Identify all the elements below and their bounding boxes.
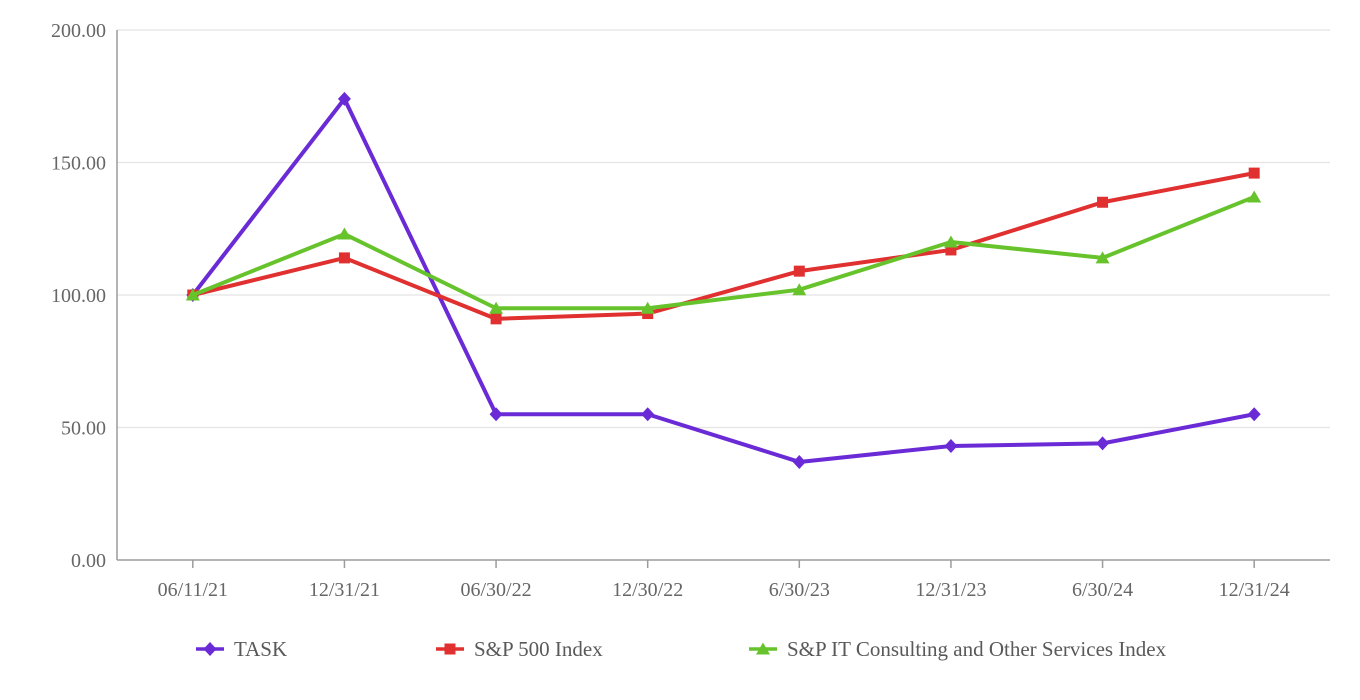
- x-axis-tick-label: 06/30/22: [461, 579, 532, 601]
- y-axis-tick-label: 200.00: [51, 20, 106, 42]
- sp-it-consulting-index-legend-marker: [749, 642, 777, 655]
- data-point-marker-s-p-500-index: [1248, 167, 1260, 179]
- series-line-s-p-500-index: [190, 171, 1257, 321]
- data-point-marker-s-p-it-consulting-and-other-services-index: [185, 288, 200, 301]
- data-point-marker-s-p-it-consulting-and-other-services-index: [1095, 251, 1110, 264]
- data-point-marker-s-p-500-index: [1097, 196, 1109, 208]
- data-point-marker-task: [792, 454, 806, 469]
- legend-item-task: TASK: [195, 633, 287, 665]
- data-point-marker-task: [1096, 436, 1110, 451]
- s-p-it-consulting-and-other-services-index-legend-triangle-icon: [756, 642, 770, 655]
- chart-legend: TASK S&P 500 Index S&P IT Consulting and…: [0, 633, 1360, 665]
- x-axis-tick-label: 12/31/24: [1219, 579, 1290, 601]
- data-point-marker-s-p-it-consulting-and-other-services-index: [1247, 190, 1262, 203]
- x-axis-tick-label: 12/31/21: [309, 579, 380, 601]
- data-point-marker-s-p-it-consulting-and-other-services-index: [337, 227, 352, 240]
- series-line-s-p-it-consulting-and-other-services-index: [190, 194, 1257, 311]
- y-axis-tick-label: 0.00: [71, 550, 106, 572]
- data-point-marker-s-p-it-consulting-and-other-services-index: [640, 301, 655, 314]
- y-axis-tick-label: 50.00: [61, 418, 106, 440]
- data-point-marker-s-p-500-index: [793, 265, 805, 277]
- x-axis-tick-label: 12/31/23: [915, 579, 986, 601]
- y-axis-tick-label: 100.00: [51, 285, 106, 307]
- s-p-500-index-legend-square-icon: [444, 643, 456, 655]
- data-point-marker-s-p-500-index: [338, 252, 350, 264]
- task-legend-marker: [196, 642, 224, 656]
- x-axis-tick-label: 6/30/23: [769, 579, 830, 601]
- x-axis-tick-label: 06/11/21: [158, 579, 228, 601]
- data-point-marker-task: [944, 439, 958, 454]
- x-axis-tick-label: 12/30/22: [612, 579, 683, 601]
- legend-label-sp-it-consulting-index: S&P IT Consulting and Other Services Ind…: [787, 636, 1167, 661]
- legend-item-sp-500-index: S&P 500 Index: [435, 633, 603, 665]
- x-axis-tick-label: 6/30/24: [1072, 579, 1133, 601]
- data-point-marker-task: [489, 407, 503, 422]
- task-legend-diamond-icon: [203, 642, 217, 656]
- data-point-marker-s-p-it-consulting-and-other-services-index: [489, 301, 504, 314]
- data-point-marker-s-p-it-consulting-and-other-services-index: [792, 283, 807, 296]
- y-axis-tick-label: 150.00: [51, 153, 106, 175]
- data-point-marker-task: [641, 407, 655, 422]
- sp-500-index-legend-marker: [436, 643, 464, 655]
- legend-label-sp-500-index: S&P 500 Index: [474, 636, 603, 661]
- data-point-marker-s-p-500-index: [490, 313, 502, 325]
- legend-label-task: TASK: [234, 636, 288, 661]
- legend-item-sp-it-consulting-index: S&P IT Consulting and Other Services Ind…: [748, 633, 1166, 665]
- data-point-marker-s-p-it-consulting-and-other-services-index: [943, 235, 958, 248]
- series-line-task: [190, 96, 1257, 464]
- data-point-marker-task: [337, 91, 351, 106]
- data-point-marker-task: [1247, 407, 1261, 422]
